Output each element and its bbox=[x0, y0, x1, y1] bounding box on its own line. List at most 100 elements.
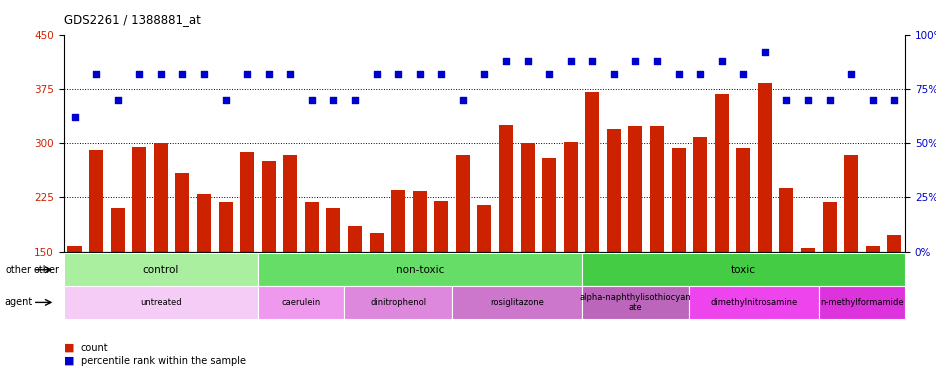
Text: toxic: toxic bbox=[730, 265, 755, 275]
Point bbox=[627, 58, 642, 64]
Point bbox=[584, 58, 599, 64]
Bar bbox=[542, 157, 556, 360]
Point bbox=[842, 71, 857, 77]
Bar bbox=[132, 147, 146, 360]
Bar bbox=[671, 148, 685, 360]
Point bbox=[735, 71, 750, 77]
Point bbox=[412, 71, 427, 77]
Point bbox=[498, 58, 513, 64]
Point bbox=[218, 97, 233, 103]
Bar bbox=[865, 246, 879, 360]
Point bbox=[649, 58, 664, 64]
Text: control: control bbox=[142, 265, 179, 275]
Point bbox=[670, 71, 685, 77]
Bar bbox=[581, 286, 689, 319]
Bar bbox=[451, 286, 581, 319]
Text: dimethylnitrosamine: dimethylnitrosamine bbox=[709, 298, 797, 307]
Point bbox=[541, 71, 556, 77]
Point bbox=[455, 97, 470, 103]
Point bbox=[799, 97, 814, 103]
Point bbox=[326, 97, 341, 103]
Bar bbox=[197, 194, 211, 360]
Bar bbox=[822, 202, 836, 360]
Point bbox=[519, 58, 534, 64]
Bar bbox=[344, 286, 451, 319]
Bar bbox=[585, 93, 599, 360]
Bar bbox=[563, 142, 578, 360]
Point bbox=[154, 71, 168, 77]
Bar bbox=[499, 125, 513, 360]
Point bbox=[240, 71, 255, 77]
Bar bbox=[693, 137, 707, 360]
Point bbox=[713, 58, 728, 64]
Bar bbox=[412, 192, 426, 360]
Bar bbox=[304, 202, 318, 360]
Point bbox=[692, 71, 707, 77]
Point bbox=[390, 71, 405, 77]
Bar bbox=[818, 286, 904, 319]
Text: other: other bbox=[6, 265, 32, 275]
Point bbox=[778, 97, 793, 103]
Bar bbox=[175, 174, 189, 360]
Bar bbox=[89, 150, 103, 360]
Bar bbox=[455, 156, 469, 360]
Text: count: count bbox=[80, 343, 108, 353]
Text: rosiglitazone: rosiglitazone bbox=[490, 298, 543, 307]
Bar bbox=[433, 201, 447, 360]
Bar bbox=[257, 253, 581, 286]
Point bbox=[756, 49, 771, 55]
Bar bbox=[520, 143, 534, 360]
Point bbox=[110, 97, 125, 103]
Bar bbox=[283, 156, 297, 360]
Point bbox=[261, 71, 276, 77]
Point bbox=[433, 71, 448, 77]
Point bbox=[563, 58, 578, 64]
Text: other: other bbox=[33, 265, 59, 275]
Text: ■: ■ bbox=[64, 343, 74, 353]
Point bbox=[885, 97, 900, 103]
Text: caerulein: caerulein bbox=[281, 298, 320, 307]
Bar bbox=[261, 161, 275, 360]
Text: non-toxic: non-toxic bbox=[395, 265, 444, 275]
Point bbox=[347, 97, 362, 103]
Point bbox=[283, 71, 298, 77]
Bar bbox=[67, 246, 81, 360]
Text: n-methylformamide: n-methylformamide bbox=[819, 298, 903, 307]
Point bbox=[67, 114, 82, 120]
Bar bbox=[779, 188, 793, 360]
Text: agent: agent bbox=[5, 297, 33, 308]
Bar bbox=[64, 286, 257, 319]
Text: ■: ■ bbox=[64, 356, 74, 366]
Text: GDS2261 / 1388881_at: GDS2261 / 1388881_at bbox=[64, 13, 200, 26]
Point bbox=[89, 71, 104, 77]
Bar bbox=[326, 208, 340, 360]
Bar bbox=[347, 226, 361, 360]
Point bbox=[821, 97, 836, 103]
Point bbox=[606, 71, 621, 77]
Point bbox=[369, 71, 384, 77]
Bar bbox=[581, 253, 904, 286]
Text: dinitrophenol: dinitrophenol bbox=[370, 298, 426, 307]
Bar bbox=[800, 248, 814, 360]
Point bbox=[175, 71, 190, 77]
Bar bbox=[607, 129, 621, 360]
Bar bbox=[886, 235, 900, 360]
Bar bbox=[369, 233, 383, 360]
Point bbox=[864, 97, 879, 103]
Text: alpha-naphthylisothiocyan
ate: alpha-naphthylisothiocyan ate bbox=[579, 293, 691, 312]
Bar bbox=[689, 286, 818, 319]
Bar bbox=[736, 148, 750, 360]
Bar bbox=[628, 126, 642, 360]
Bar bbox=[218, 202, 232, 360]
Point bbox=[476, 71, 491, 77]
Bar bbox=[650, 126, 664, 360]
Bar bbox=[240, 152, 254, 360]
Bar bbox=[64, 253, 257, 286]
Bar bbox=[757, 83, 771, 360]
Point bbox=[132, 71, 147, 77]
Bar bbox=[843, 156, 857, 360]
Text: untreated: untreated bbox=[139, 298, 182, 307]
Point bbox=[304, 97, 319, 103]
Point bbox=[197, 71, 212, 77]
Text: percentile rank within the sample: percentile rank within the sample bbox=[80, 356, 245, 366]
